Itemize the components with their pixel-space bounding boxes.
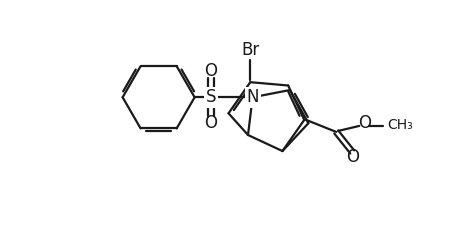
Text: CH₃: CH₃ (387, 118, 413, 132)
Text: Br: Br (241, 41, 260, 59)
Text: O: O (346, 148, 359, 166)
Text: O: O (204, 114, 217, 132)
Text: S: S (205, 88, 216, 106)
Text: O: O (358, 114, 371, 132)
Text: O: O (204, 62, 217, 80)
Text: N: N (247, 88, 259, 106)
